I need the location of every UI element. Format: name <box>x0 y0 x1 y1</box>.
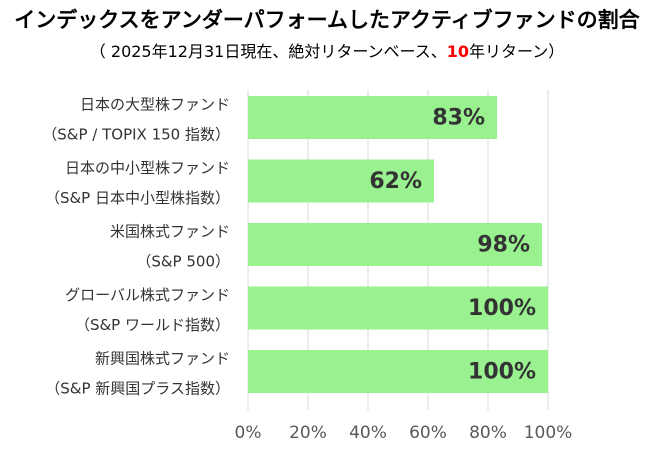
x-axis-tick-labels: 0% 20% 40% 60% 80% 100% <box>235 423 573 443</box>
data-label: 100% <box>468 360 536 385</box>
subtitle-prefix: （ 2025年12月31日現在、絶対リターンベース、 <box>89 42 447 61</box>
bar <box>248 286 548 330</box>
subtitle-suffix: 年リターン） <box>469 42 565 61</box>
x-tick-label: 60% <box>409 423 447 443</box>
category-label: （S&P 新興国プラス指数） <box>45 380 230 398</box>
category-label: 新興国株式ファンド <box>95 350 230 368</box>
subtitle-highlight: 10 <box>446 42 469 61</box>
chart-subtitle: （ 2025年12月31日現在、絶対リターンベース、10年リターン） <box>0 38 654 62</box>
category-label: （S&P ワールド指数） <box>75 316 230 334</box>
category-label: 米国株式ファンド <box>110 223 230 241</box>
x-tick-label: 80% <box>469 423 507 443</box>
bar <box>248 223 542 266</box>
x-tick-label: 40% <box>349 423 387 443</box>
data-labels: 83% 62% 98% 100% 100% <box>369 106 536 385</box>
data-label: 100% <box>468 296 536 321</box>
category-label: （S&P 日本中小型株指数） <box>45 189 230 207</box>
bar <box>248 350 548 393</box>
category-labels: 日本の大型株ファンド （S&P / TOPIX 150 指数） 日本の中小型株ファン… <box>42 96 230 398</box>
data-label: 98% <box>477 233 530 258</box>
x-tick-label: 100% <box>524 423 573 443</box>
bars <box>248 96 548 393</box>
category-label: 日本の中小型株ファンド <box>65 159 230 177</box>
data-label: 83% <box>432 106 485 131</box>
x-tick-label: 0% <box>235 423 262 443</box>
bar <box>248 96 497 139</box>
category-label: グローバル株式ファンド <box>65 286 230 304</box>
data-label: 62% <box>369 169 422 194</box>
category-label: 日本の大型株ファンド <box>80 96 230 114</box>
category-label: （S&P / TOPIX 150 指数） <box>42 126 230 144</box>
category-label: （S&P 500） <box>136 253 230 271</box>
x-tick-label: 20% <box>289 423 327 443</box>
bar <box>248 159 434 203</box>
chart-title: インデックスをアンダーパフォームしたアクティブファンドの割合 <box>14 8 640 32</box>
